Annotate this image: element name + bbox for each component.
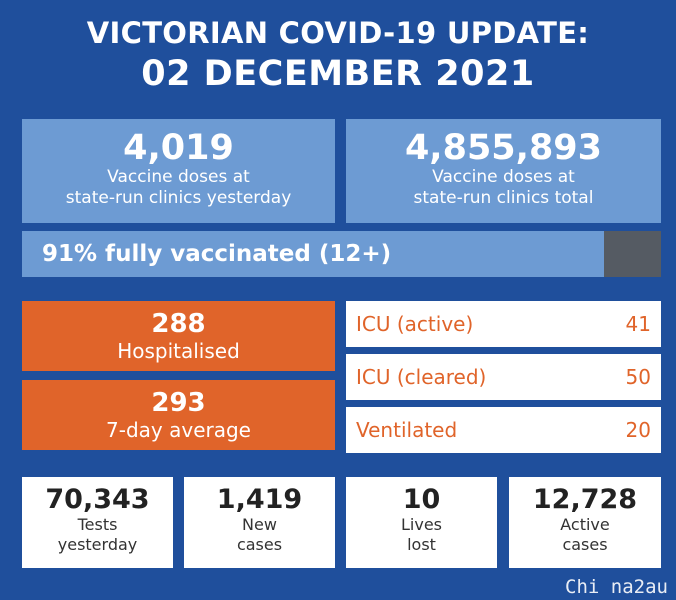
vaccination-progress-fill <box>22 231 604 277</box>
hospitalised-value: 288 <box>151 309 206 339</box>
ventilated-row: Ventilated 20 <box>346 407 661 453</box>
vaccine-doses-total-value: 4,855,893 <box>404 128 603 168</box>
new-cases-panel: 1,419 New cases <box>184 477 335 568</box>
seven-day-average-label: 7-day average <box>106 418 251 442</box>
icu-active-label: ICU (active) <box>356 312 474 336</box>
new-cases-label-1: New <box>242 515 277 534</box>
lives-lost-panel: 10 Lives lost <box>346 477 497 568</box>
watermark: Chi na2au <box>565 576 668 598</box>
seven-day-average-panel: 293 7-day average <box>22 380 335 450</box>
icu-active-value: 41 <box>625 312 651 336</box>
active-cases-label-1: Active <box>560 515 610 534</box>
new-cases-label-2: cases <box>236 535 283 554</box>
vaccination-progress-label: 91% fully vaccinated (12+) <box>42 241 392 267</box>
hospitalised-label: Hospitalised <box>117 339 240 363</box>
active-cases-label-2: cases <box>562 535 608 554</box>
vaccine-doses-yesterday-label-1: Vaccine doses at <box>107 167 250 187</box>
hospitalised-panel: 288 Hospitalised <box>22 301 335 371</box>
active-cases-panel: 12,728 Active cases <box>509 477 661 568</box>
vaccine-doses-yesterday-value: 4,019 <box>123 128 234 168</box>
icu-active-row: ICU (active) 41 <box>346 301 661 347</box>
vaccination-progress-remainder <box>603 231 661 277</box>
ventilated-value: 20 <box>625 418 651 442</box>
tests-yesterday-label-2: yesterday <box>57 535 138 554</box>
seven-day-average-value: 293 <box>151 388 206 418</box>
lives-lost-label-1: Lives <box>400 515 442 534</box>
update-title: VICTORIAN COVID-19 UPDATE: <box>86 16 590 50</box>
icu-cleared-value: 50 <box>625 365 651 389</box>
tests-yesterday-label-1: Tests <box>77 515 118 534</box>
lives-lost-value: 10 <box>402 484 441 515</box>
vaccine-doses-yesterday-label-2: state-run clinics yesterday <box>65 188 292 208</box>
update-date: 02 DECEMBER 2021 <box>141 54 535 94</box>
tests-yesterday-value: 70,343 <box>45 484 150 515</box>
new-cases-value: 1,419 <box>216 484 303 515</box>
active-cases-value: 12,728 <box>532 484 638 515</box>
vaccine-doses-yesterday-panel: 4,019 Vaccine doses at state-run clinics… <box>22 119 335 223</box>
vaccine-doses-total-label-1: Vaccine doses at <box>432 167 575 187</box>
icu-cleared-row: ICU (cleared) 50 <box>346 354 661 400</box>
tests-yesterday-panel: 70,343 Tests yesterday <box>22 477 173 568</box>
ventilated-label: Ventilated <box>356 418 458 442</box>
vaccine-doses-total-panel: 4,855,893 Vaccine doses at state-run cli… <box>346 119 661 223</box>
vaccination-progress-bar: 91% fully vaccinated (12+) <box>22 231 661 277</box>
vaccine-doses-total-label-2: state-run clinics total <box>413 188 594 208</box>
icu-cleared-label: ICU (cleared) <box>356 365 487 389</box>
lives-lost-label-2: lost <box>407 535 436 554</box>
